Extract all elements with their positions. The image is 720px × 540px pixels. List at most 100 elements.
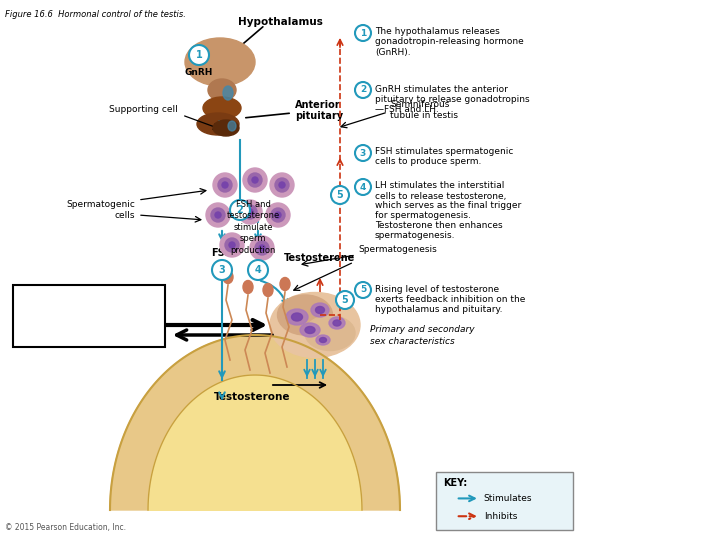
- Ellipse shape: [197, 113, 239, 135]
- Circle shape: [270, 173, 294, 197]
- Ellipse shape: [292, 313, 302, 321]
- Text: Seminiferous
tubule in testis: Seminiferous tubule in testis: [390, 100, 458, 120]
- Text: 5: 5: [360, 286, 366, 294]
- Ellipse shape: [263, 284, 273, 296]
- Text: exerts feedback inhibition on the: exerts feedback inhibition on the: [375, 294, 526, 303]
- Text: 2: 2: [237, 205, 243, 215]
- Circle shape: [213, 173, 237, 197]
- Text: (GnRH).: (GnRH).: [375, 48, 410, 57]
- Circle shape: [355, 82, 371, 98]
- Circle shape: [355, 282, 371, 298]
- Text: Hypothalamus: Hypothalamus: [238, 17, 323, 27]
- Ellipse shape: [213, 120, 239, 136]
- Circle shape: [266, 203, 290, 227]
- Text: FSH stimulates spermatogenic: FSH stimulates spermatogenic: [375, 147, 513, 157]
- Text: 5: 5: [337, 190, 343, 200]
- Text: Figure 16.6  Hormonal control of the testis.: Figure 16.6 Hormonal control of the test…: [5, 10, 186, 19]
- Circle shape: [252, 177, 258, 183]
- Ellipse shape: [305, 327, 315, 334]
- Circle shape: [275, 212, 281, 218]
- Circle shape: [355, 25, 371, 41]
- Text: pituitary: pituitary: [295, 111, 343, 121]
- Circle shape: [206, 203, 230, 227]
- Circle shape: [189, 45, 209, 65]
- Text: sex characteristics: sex characteristics: [370, 336, 455, 346]
- Text: gonadotropin-releasing hormone: gonadotropin-releasing hormone: [375, 37, 523, 46]
- Text: Spermatogenic
cells: Spermatogenic cells: [66, 200, 135, 220]
- Text: cells to produce sperm.: cells to produce sperm.: [375, 158, 482, 166]
- Ellipse shape: [320, 338, 326, 342]
- Ellipse shape: [300, 323, 320, 337]
- Ellipse shape: [208, 79, 236, 101]
- Text: The hypothalamus releases: The hypothalamus releases: [375, 28, 500, 37]
- Text: cells to release testosterone,: cells to release testosterone,: [375, 192, 506, 200]
- Circle shape: [243, 205, 257, 219]
- Text: Testosterone: Testosterone: [284, 253, 356, 263]
- Text: Spermatogenesis: Spermatogenesis: [358, 246, 437, 254]
- Circle shape: [250, 236, 274, 260]
- Circle shape: [222, 182, 228, 188]
- Ellipse shape: [243, 280, 253, 294]
- Circle shape: [259, 245, 265, 251]
- Ellipse shape: [228, 121, 236, 131]
- Text: 3: 3: [219, 265, 225, 275]
- Text: Leydig Cells: Leydig Cells: [49, 303, 129, 316]
- Ellipse shape: [280, 278, 290, 291]
- Ellipse shape: [305, 315, 355, 350]
- Circle shape: [279, 182, 285, 188]
- Text: LH: LH: [251, 248, 265, 258]
- Ellipse shape: [185, 38, 255, 86]
- Ellipse shape: [223, 271, 233, 284]
- Ellipse shape: [316, 335, 330, 345]
- Ellipse shape: [270, 293, 360, 357]
- Text: 1: 1: [196, 50, 202, 60]
- Text: Testosterone: Testosterone: [214, 392, 290, 402]
- Circle shape: [336, 291, 354, 309]
- Polygon shape: [148, 375, 362, 510]
- Ellipse shape: [223, 86, 233, 100]
- Text: GnRH: GnRH: [185, 68, 213, 77]
- Circle shape: [355, 179, 371, 195]
- Circle shape: [215, 212, 221, 218]
- Text: spermatogenesis.: spermatogenesis.: [375, 232, 456, 240]
- Ellipse shape: [203, 97, 241, 119]
- Text: for spermatogenesis.: for spermatogenesis.: [375, 212, 471, 220]
- Text: (interstitial cells): (interstitial cells): [32, 320, 145, 333]
- Text: FSH: FSH: [211, 248, 233, 258]
- Circle shape: [271, 208, 285, 222]
- Text: 1: 1: [360, 29, 366, 37]
- Text: hypothalamus and pituitary.: hypothalamus and pituitary.: [375, 305, 503, 314]
- Text: GnRH stimulates the anterior: GnRH stimulates the anterior: [375, 84, 508, 93]
- Text: 5: 5: [341, 295, 348, 305]
- Ellipse shape: [333, 320, 341, 326]
- Text: KEY:: KEY:: [443, 478, 467, 488]
- Circle shape: [229, 242, 235, 248]
- Ellipse shape: [311, 303, 329, 317]
- Text: 4: 4: [255, 265, 261, 275]
- Ellipse shape: [277, 295, 333, 335]
- Circle shape: [225, 238, 239, 252]
- Text: Inhibits: Inhibits: [484, 512, 517, 521]
- Circle shape: [230, 200, 250, 220]
- Text: Rising level of testosterone: Rising level of testosterone: [375, 285, 499, 294]
- Text: FSH and
testosterone
stimulate
sperm
production: FSH and testosterone stimulate sperm pro…: [226, 200, 279, 255]
- Circle shape: [212, 260, 232, 280]
- Circle shape: [275, 178, 289, 192]
- Text: Primary and secondary: Primary and secondary: [370, 326, 474, 334]
- Text: —FSH and LH.: —FSH and LH.: [375, 105, 438, 113]
- Circle shape: [218, 178, 232, 192]
- Text: 4: 4: [360, 183, 366, 192]
- Circle shape: [238, 200, 262, 224]
- Circle shape: [247, 209, 253, 215]
- Text: © 2015 Pearson Education, Inc.: © 2015 Pearson Education, Inc.: [5, 523, 126, 532]
- Text: Supporting cell: Supporting cell: [109, 105, 178, 114]
- Circle shape: [248, 260, 268, 280]
- Text: 3: 3: [360, 148, 366, 158]
- Text: pituitary to release gonadotropins: pituitary to release gonadotropins: [375, 94, 530, 104]
- Circle shape: [243, 168, 267, 192]
- Circle shape: [220, 233, 244, 257]
- Text: LH stimulates the interstitial: LH stimulates the interstitial: [375, 181, 505, 191]
- Ellipse shape: [286, 309, 308, 325]
- Ellipse shape: [329, 317, 345, 329]
- Circle shape: [355, 145, 371, 161]
